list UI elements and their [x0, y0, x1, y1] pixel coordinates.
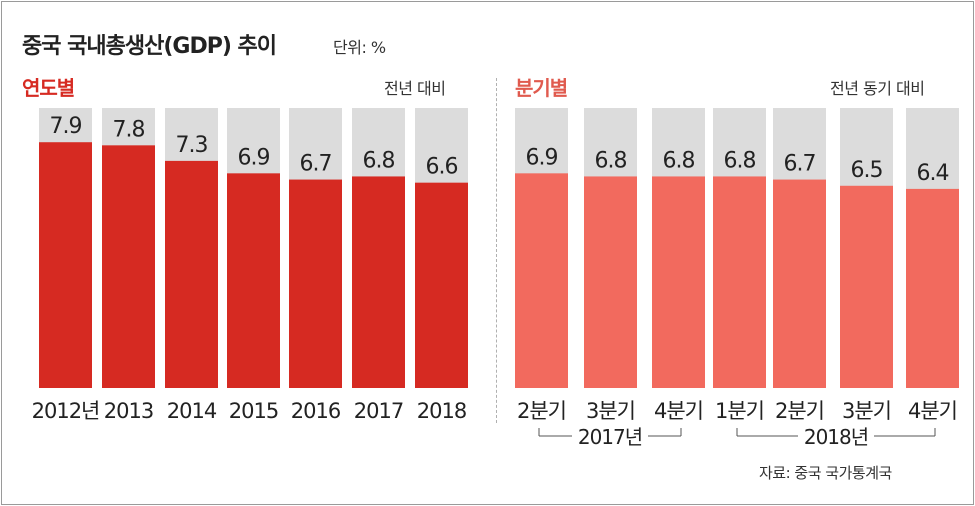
annual-bar: [415, 182, 468, 388]
quarterly-category-label: 3분기: [586, 399, 635, 423]
unit-label: 단위: %: [333, 38, 386, 57]
quarterly-bar: [906, 188, 959, 388]
quarterly-category-label: 4분기: [908, 399, 957, 423]
annual-section-label: 연도별: [22, 76, 75, 100]
quarterly-bar: [584, 176, 637, 388]
source-note: 자료: 중국 국가통계국: [759, 464, 892, 482]
quarterly-category-label: 4분기: [654, 399, 703, 423]
quarterly-value-label: 6.5: [851, 158, 883, 183]
section-divider: [496, 78, 497, 423]
annual-bar: [39, 142, 92, 388]
annual-bar: [227, 173, 280, 388]
annual-category-label: 2013: [104, 399, 153, 423]
quarterly-bar: [713, 176, 766, 388]
annual-bar: [165, 160, 218, 388]
annual-category-label: 2014: [167, 399, 217, 423]
annual-value-label: 6.7: [300, 152, 332, 177]
quarterly-bar: [773, 179, 826, 388]
annual-value-label: 6.6: [426, 155, 458, 180]
quarterly-sublabel: 전년 동기 대비: [830, 79, 925, 98]
quarterly-value-label: 6.8: [663, 148, 695, 173]
quarterly-bar: [515, 173, 568, 388]
quarterly-category-label: 3분기: [842, 399, 891, 423]
quarterly-value-label: 6.7: [784, 152, 816, 177]
chart-title: 중국 국내총생산(GDP) 추이: [22, 34, 277, 59]
annual-bar: [352, 176, 405, 388]
annual-value-label: 6.9: [238, 145, 270, 170]
quarterly-bar: [840, 185, 893, 388]
annual-bar: [102, 145, 155, 388]
quarterly-value-label: 6.8: [724, 148, 756, 173]
quarterly-category-label: 2분기: [775, 399, 824, 423]
quarterly-value-label: 6.9: [526, 145, 558, 170]
annual-bar: [289, 179, 342, 388]
quarterly-value-label: 6.4: [917, 161, 949, 186]
annual-category-label: 2018: [417, 399, 466, 423]
annual-category-label: 2015: [229, 399, 278, 423]
quarterly-category-label: 2분기: [517, 399, 566, 423]
quarterly-section-label: 분기별: [515, 76, 568, 100]
quarter-group-label: 2017년: [578, 425, 642, 449]
annual-value-label: 7.3: [176, 133, 208, 158]
annual-value-label: 7.8: [113, 117, 145, 142]
quarterly-value-label: 6.8: [595, 148, 627, 173]
annual-value-label: 7.9: [50, 114, 82, 139]
annual-sublabel: 전년 대비: [384, 79, 446, 98]
quarter-group-label: 2018년: [804, 425, 868, 449]
annual-category-label: 2016: [291, 399, 341, 423]
quarterly-category-label: 1분기: [715, 399, 764, 423]
annual-value-label: 6.8: [363, 148, 395, 173]
annual-category-label: 2017: [354, 399, 403, 423]
annual-category-label: 2012년: [32, 399, 100, 423]
quarterly-bar: [652, 176, 705, 388]
